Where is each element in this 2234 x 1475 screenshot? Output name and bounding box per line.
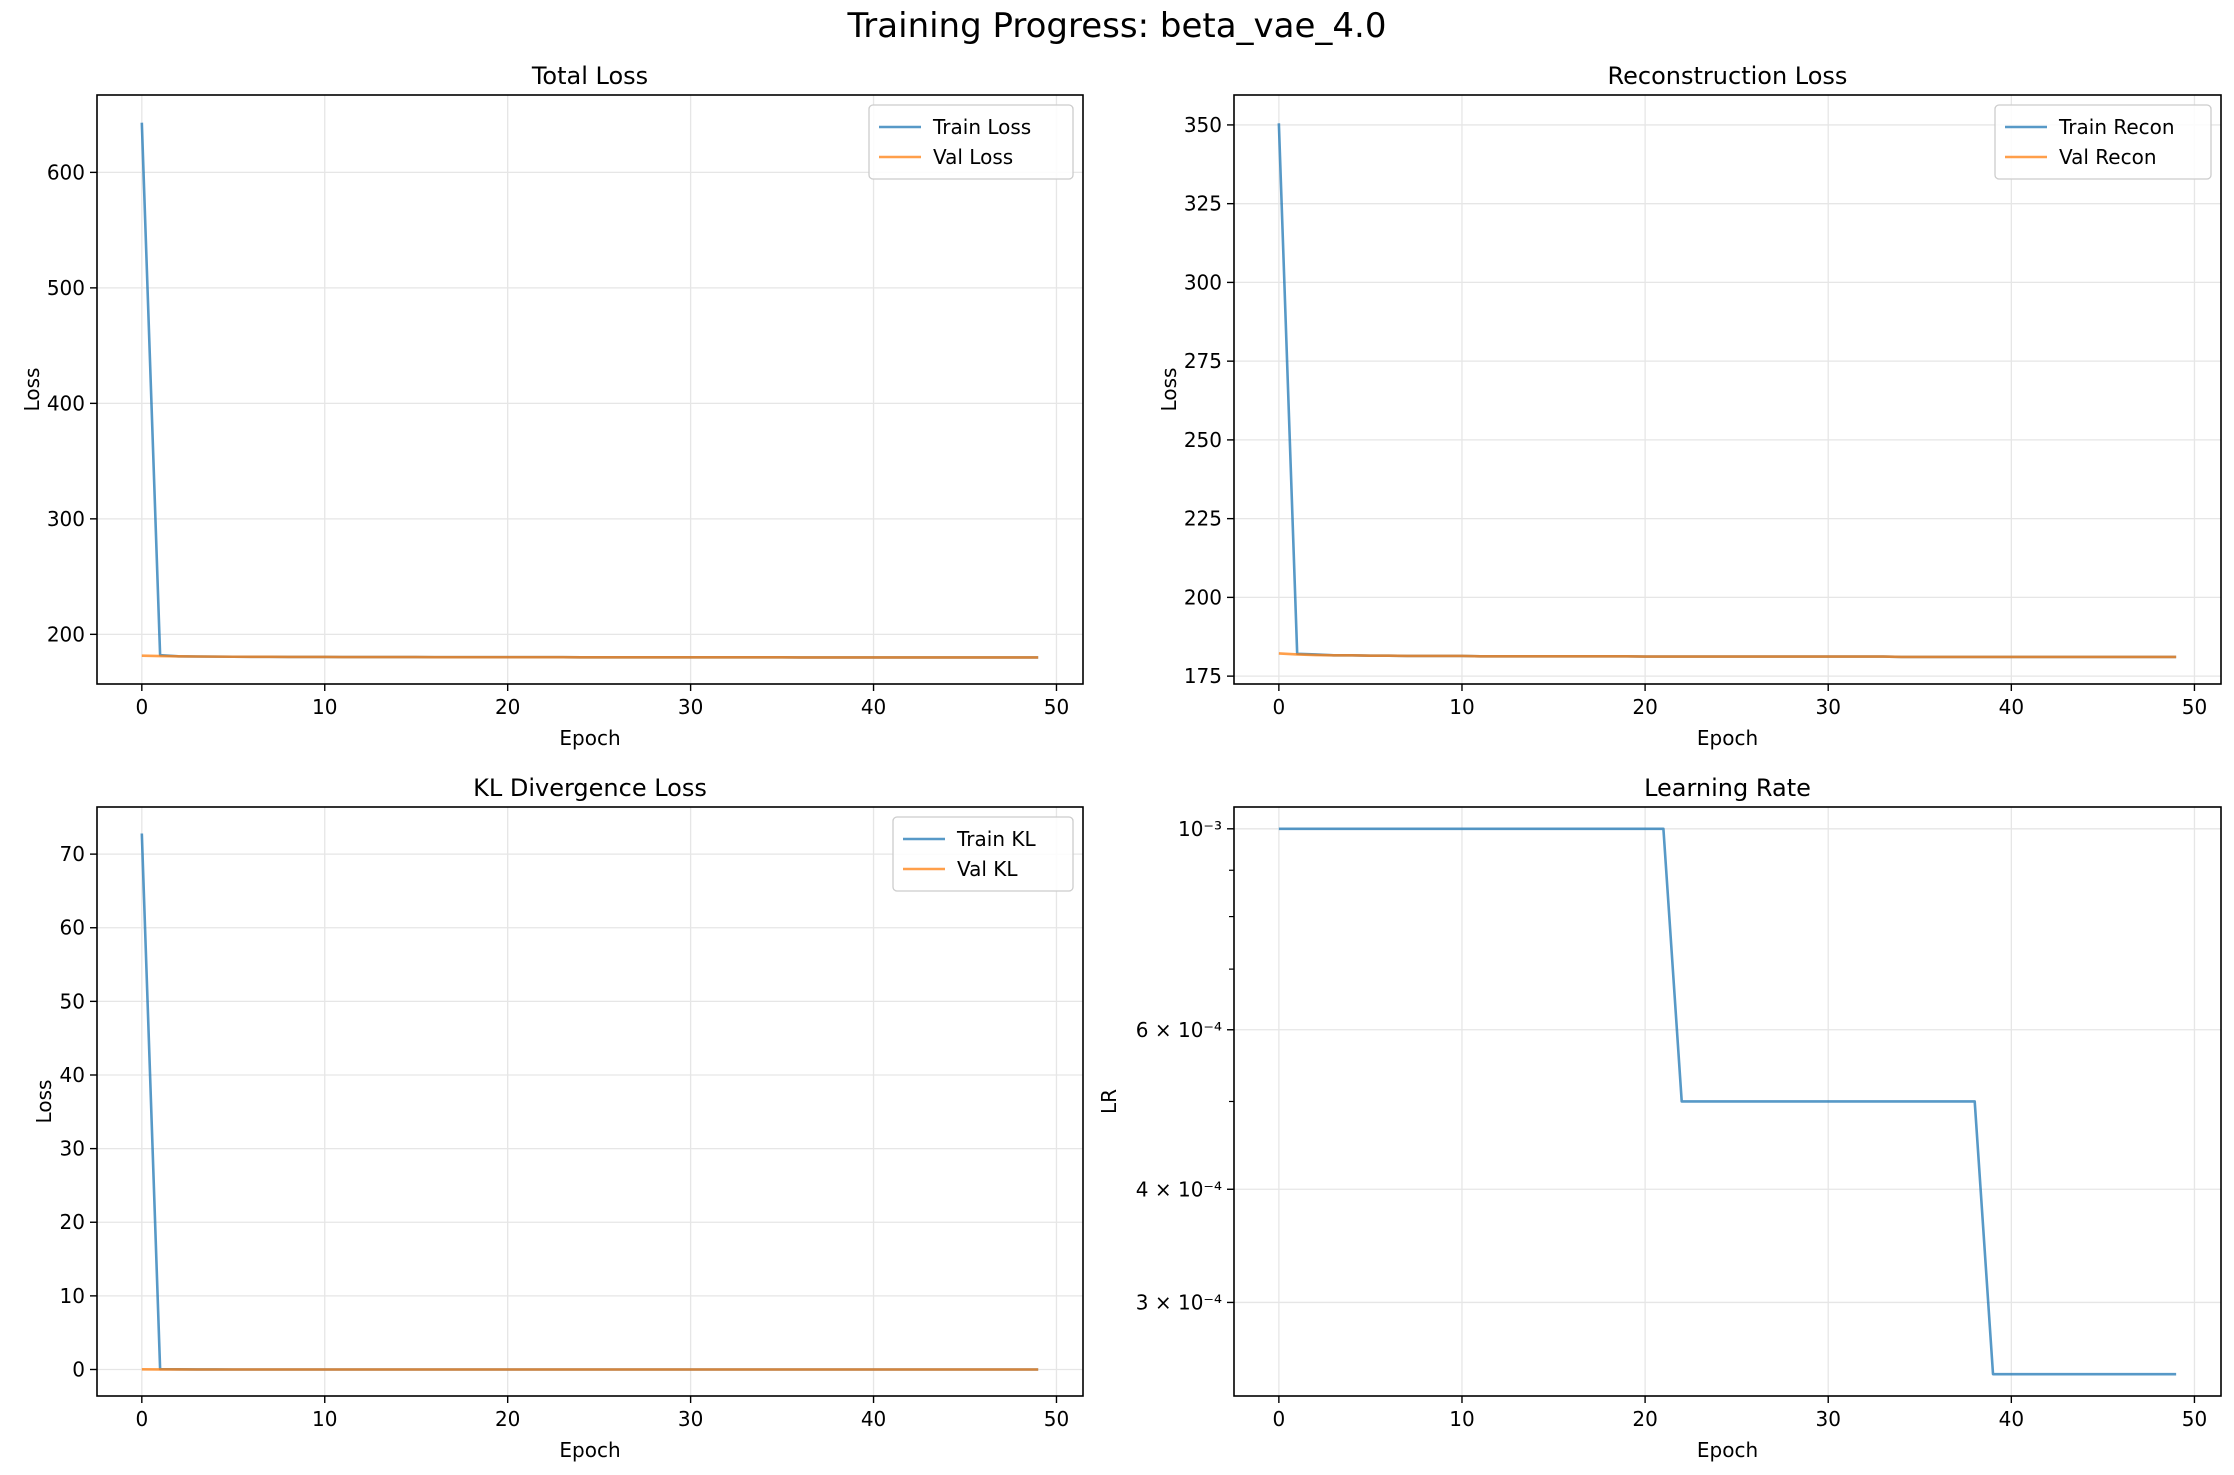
legend-label-train-loss: Train Loss: [932, 115, 1031, 139]
legend: Train KL Val KL: [892, 816, 1074, 892]
y-axis-label: Loss: [20, 368, 44, 412]
x-tick-label: 30: [678, 695, 703, 719]
axes-frame: [96, 806, 1084, 1397]
chart-panel-learning-rate: 0 10 20 30 40 50 10⁻³ 6 × 10⁻⁴ 4 × 10⁻⁴ 3 × 10⁻⁴ L…: [1097, 774, 2222, 1462]
y-tick-label: 250: [1184, 428, 1222, 452]
series-line-learning-rate: [1278, 827, 2177, 1376]
series-line-train-loss: [140, 122, 1039, 659]
x-tick-label: 20: [1632, 695, 1657, 719]
x-tick-label: 20: [495, 695, 520, 719]
x-tick-label: 10: [312, 695, 337, 719]
chart-panel-total-loss: 0 10 20 30 40 50 200 300 400 500 600 Total Loss Epoc…: [20, 62, 1084, 750]
x-tick-label: 10: [312, 1407, 337, 1431]
y-tick-label: 50: [60, 989, 85, 1013]
legend-label-val-kl: Val KL: [957, 857, 1018, 881]
chart-title: KL Divergence Loss: [473, 774, 707, 802]
y-tick-label: 200: [1184, 585, 1222, 609]
y-tick-label: 175: [1184, 664, 1222, 688]
chart-panel-kl-divergence-loss: 0 10 20 30 40 50 0 10 20 30 40 50 60 70 KL Divergence …: [32, 774, 1084, 1462]
axes-frame: [1233, 806, 2222, 1397]
figure-title: Training Progress: beta_vae_4.0: [847, 6, 1387, 46]
y-tick-label: 300: [47, 507, 85, 531]
legend-label-train-recon: Train Recon: [2058, 115, 2175, 139]
x-tick-label: 50: [1044, 695, 1069, 719]
x-tick-label: 30: [1815, 1407, 1840, 1431]
y-tick-label: 0: [72, 1357, 85, 1381]
y-tick-label: 200: [47, 622, 85, 646]
x-tick-label: 0: [1272, 1407, 1285, 1431]
x-tick-label: 40: [861, 695, 886, 719]
series-line-val-recon: [1278, 652, 2177, 659]
x-tick-label: 10: [1449, 695, 1474, 719]
y-tick-label: 300: [1184, 270, 1222, 294]
x-axis-label: Epoch: [559, 1438, 620, 1462]
y-tick-label: 600: [47, 160, 85, 184]
y-tick-label: 350: [1184, 113, 1222, 137]
x-tick-label: 30: [678, 1407, 703, 1431]
chart-panel-reconstruction-loss: 0 10 20 30 40 50 175 200 225 250 275 300 325 350 Recon…: [1157, 62, 2222, 750]
x-tick-label: 50: [1044, 1407, 1069, 1431]
chart-title: Reconstruction Loss: [1608, 62, 1848, 90]
y-tick-label: 275: [1184, 349, 1222, 373]
y-tick-label: 6 × 10⁻⁴: [1136, 1018, 1222, 1042]
x-axis-label: Epoch: [1697, 726, 1758, 750]
chart-title: Learning Rate: [1644, 774, 1811, 802]
x-tick-label: 20: [1632, 1407, 1657, 1431]
y-tick-label: 70: [60, 842, 85, 866]
x-tick-label: 50: [2182, 1407, 2207, 1431]
y-tick-label: 30: [60, 1137, 85, 1161]
legend-box: [892, 816, 1074, 892]
x-axis-label: Epoch: [559, 726, 620, 750]
y-tick-label: 10⁻³: [1178, 817, 1222, 841]
x-axis-label: Epoch: [1697, 1438, 1758, 1462]
legend-label-val-loss: Val Loss: [933, 145, 1013, 169]
x-tick-label: 40: [1999, 695, 2024, 719]
y-axis-label: Loss: [32, 1080, 56, 1124]
series-line-val-loss: [141, 654, 1039, 659]
y-tick-label: 325: [1184, 192, 1222, 216]
x-tick-label: 0: [1272, 695, 1285, 719]
legend-box: [868, 104, 1074, 180]
x-tick-label: 40: [861, 1407, 886, 1431]
legend-label-val-recon: Val Recon: [2059, 145, 2157, 169]
x-tick-label: 20: [495, 1407, 520, 1431]
y-axis-label: LR: [1097, 1089, 1121, 1114]
y-axis-label: Loss: [1157, 368, 1181, 412]
y-tick-label: 3 × 10⁻⁴: [1136, 1290, 1222, 1314]
y-tick-label: 225: [1184, 507, 1222, 531]
y-tick-label: 60: [60, 916, 85, 940]
y-tick-label: 10: [60, 1284, 85, 1308]
legend-box: [1994, 104, 2212, 180]
x-tick-label: 50: [2182, 695, 2207, 719]
legend: Train Loss Val Loss: [868, 104, 1074, 180]
legend: Train Recon Val Recon: [1994, 104, 2212, 180]
y-tick-label: 20: [60, 1210, 85, 1234]
y-tick-label: 40: [60, 1063, 85, 1087]
x-tick-label: 0: [135, 695, 148, 719]
legend-label-train-kl: Train KL: [956, 827, 1036, 851]
x-tick-label: 30: [1815, 695, 1840, 719]
series-line-train-kl: [140, 833, 1039, 1371]
chart-title: Total Loss: [531, 62, 648, 90]
y-tick-label: 500: [47, 276, 85, 300]
y-tick-label: 4 × 10⁻⁴: [1136, 1177, 1222, 1201]
y-tick-label: 400: [47, 391, 85, 415]
axes-frame: [1233, 94, 2222, 685]
axes-frame: [96, 94, 1084, 685]
x-tick-label: 40: [1999, 1407, 2024, 1431]
x-tick-label: 10: [1449, 1407, 1474, 1431]
x-tick-label: 0: [135, 1407, 148, 1431]
